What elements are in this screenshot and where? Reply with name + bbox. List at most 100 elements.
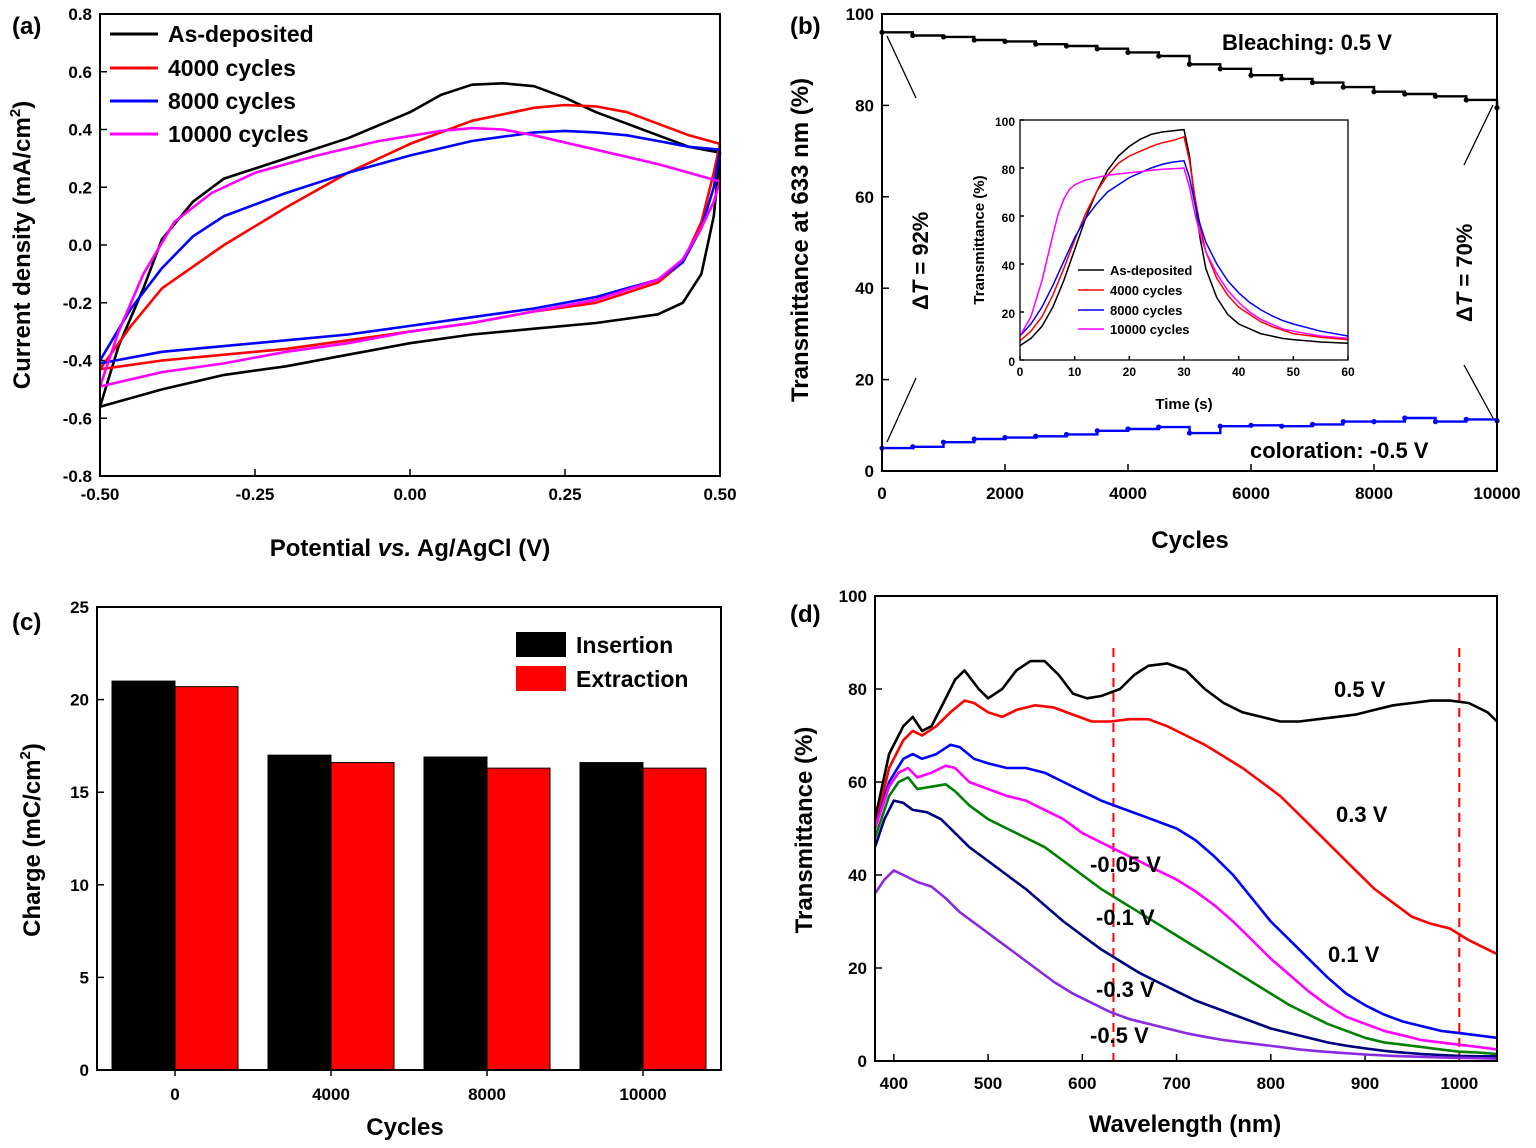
label-minus-0.1V: -0.1 V [1096,905,1155,930]
legend-label-as-deposited: As-deposited [168,21,314,47]
inset-x-tick-label: 0 [1017,365,1024,379]
panel-b-x-tick-label: 10000 [1473,484,1520,503]
cycling-point-0-17 [1402,91,1408,97]
bar-extraction-10000 [642,767,707,1071]
delta-t-92-annotation: ΔT = 92% [908,212,933,310]
inset-y-tick-label: 80 [1002,163,1016,177]
spectrum-6 [873,869,1498,1060]
panel-d-label: (d) [790,601,821,628]
panel-c-x-axis-label: Cycles [366,1114,443,1141]
label-minus-0.05V: -0.05 V [1090,852,1161,877]
cycling-point-0-5 [1033,41,1039,47]
panel-d-y-tick-label: 0 [858,1052,867,1071]
panel-b-inset-chart: 0 10 20 30 40 50 60 0 20 40 60 80 100 As-deposited 4… [971,115,1355,413]
panel-b-x-tick-label: 4000 [1109,484,1147,503]
panel-c-y-axis-label: Charge (mC/cm2) [17,743,46,937]
cycling-point-1-3 [971,436,977,442]
inset-y-tick-label: 40 [1002,259,1016,273]
bar-insertion-8000 [423,756,488,1071]
panel-c-legend: Insertion Extraction [516,632,688,692]
panel-c-y-tick-label: 0 [80,1061,89,1080]
panel-c-x-tick-label: 8000 [468,1085,506,1104]
inset-x-axis-label: Time (s) [1155,396,1212,413]
spectrum-2 [873,743,1498,1040]
legend-label-insertion: Insertion [576,632,673,658]
label-minus-0.3V: -0.3 V [1096,977,1155,1002]
panel-d-y-tick-label: 80 [848,680,867,699]
bar-extraction-8000 [486,767,551,1071]
cycling-point-1-15 [1340,419,1346,425]
panel-c-x-tick-label: 0 [170,1085,179,1104]
inset-legend-label-10000-cycles: 10000 cycles [1110,322,1190,337]
panel-c-charge-bar-chart: (c) 0 5 10 15 20 25 0 4000 8000 10000 Insertion E… [12,598,722,1141]
inset-legend-label-8000-cycles: 8000 cycles [1110,303,1182,318]
panel-c-frame [96,606,722,1071]
panel-d-y-tick-label: 20 [848,959,867,978]
inset-x-tick-label: 30 [1177,365,1191,379]
bar-insertion-4000 [267,754,332,1071]
panel-b-y-tick-label: 100 [846,5,874,24]
label-0.3V: 0.3 V [1336,802,1388,827]
legend-swatch-insertion [516,632,566,657]
panel-d-x-tick-label: 1000 [1440,1074,1478,1093]
panel-b-x-axis-label: Cycles [1151,527,1228,554]
cycling-point-0-2 [940,34,947,40]
bar-insertion-0 [111,680,176,1071]
cycling-point-1-16 [1371,419,1377,425]
panel-b-y-tick-label: 0 [865,462,874,481]
panel-b-x-tick-label: 8000 [1355,484,1393,503]
panel-a-x-tick-label: 0.50 [703,485,736,504]
cycling-point-1-13 [1279,423,1285,429]
bar-extraction-0 [174,686,239,1071]
spectrum-5 [873,799,1497,1058]
bar-extraction-4000 [330,762,395,1071]
label-0.1V: 0.1 V [1328,942,1380,967]
panel-b-frame [881,13,1498,472]
coloration-annotation: coloration: -0.5 V [1250,438,1429,463]
inset-y-axis-label: Transmittance (%) [971,175,988,304]
panel-c-label: (c) [12,609,41,636]
panel-a-y-tick-label: -0.4 [63,352,93,371]
panel-a-y-tick-label: 0.4 [68,121,92,140]
panel-a-y-tick-label: -0.2 [63,294,92,313]
panel-a-y-tick-label: 0.2 [68,178,92,197]
panel-b-y-tick-label: 20 [855,371,874,390]
panel-c-y-tick-label: 20 [70,691,89,710]
panel-b-label: (b) [790,13,821,40]
panel-a-y-axis-label: Current density (mA/cm2) [7,101,36,389]
inset-y-tick-label: 0 [1008,355,1015,369]
panel-a-label: (a) [12,13,41,40]
cycling-point-0-12 [1248,72,1254,78]
cycling-point-0-1 [910,32,916,39]
cycling-point-1-17 [1402,415,1408,421]
inset-x-tick-label: 50 [1287,365,1301,379]
panel-a-x-tick-label: 0.25 [548,485,581,504]
panel-b-y-axis-label: Transmittance at 633 nm (%) [787,78,814,402]
cycling-point-1-8 [1125,426,1131,432]
legend-swatch-extraction [516,666,566,691]
panel-d-x-tick-label: 400 [880,1074,908,1093]
panel-d-x-axis-label: Wavelength (nm) [1089,1111,1281,1138]
arrow-top-right [1463,104,1494,166]
cycling-point-1-7 [1094,428,1100,434]
panel-b-x-tick-label: 0 [877,484,886,503]
panel-a-cv-chart: (a) -0.50 -0.25 0.00 0.25 0.50 -0.8 -0.6 -0.4 -0… [7,5,737,562]
cycling-point-1-11 [1217,423,1223,429]
panel-a-y-tick-label: 0.6 [68,63,92,82]
label-minus-0.5V: -0.5 V [1090,1023,1149,1048]
panel-a-y-tick-label: 0.8 [68,5,92,24]
panel-d-y-axis-label: Transmittance (%) [791,727,818,934]
inset-x-tick-label: 20 [1123,365,1137,379]
panel-a-y-tick-label: -0.6 [63,409,92,428]
inset-x-tick-label: 40 [1232,365,1246,379]
cycling-point-0-10 [1186,61,1193,67]
cycling-point-0-4 [1002,38,1008,45]
inset-y-tick-label: 100 [995,115,1015,129]
panel-d-y-tick-label: 40 [848,866,867,885]
spectrum-4 [873,776,1498,1056]
cycling-point-0-18 [1432,93,1439,99]
inset-curve-2 [1019,159,1349,337]
cycling-point-0-16 [1371,89,1377,95]
panel-d-frame [874,595,1498,1062]
